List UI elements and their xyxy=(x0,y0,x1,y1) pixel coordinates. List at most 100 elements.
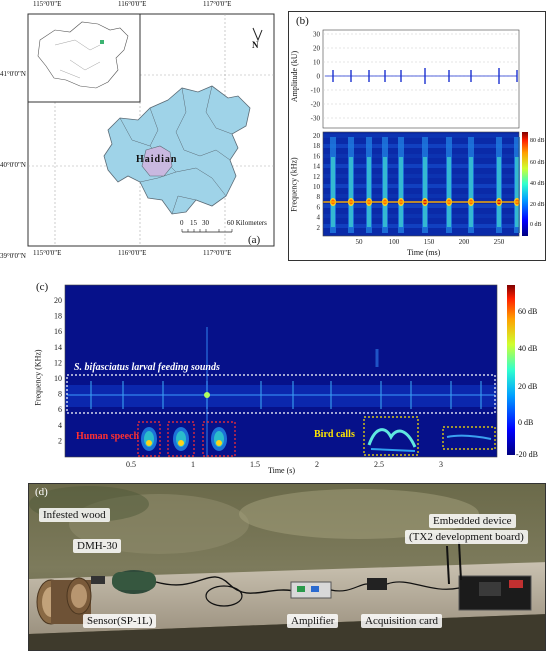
spectrogram-c-ytick: 6 xyxy=(58,405,62,414)
panel-c-xlabel: Time (s) xyxy=(268,466,296,475)
panel-b-xlabel: Time (ms) xyxy=(407,248,441,257)
scale-num-60: 60 Kilometers xyxy=(227,219,267,227)
panel-b-label: (b) xyxy=(296,15,309,27)
cb-c-40: 40 dB xyxy=(518,344,538,353)
north-label: N xyxy=(252,40,259,50)
cb-b-20: 20 dB xyxy=(530,202,545,208)
lat-tick-1: 41°0'0"N xyxy=(0,70,26,78)
lat-tick-2: 40°0'0"N xyxy=(0,161,26,169)
amplifier-device xyxy=(290,581,332,599)
north-arrow-icon xyxy=(252,27,263,42)
spectrogram-c-xtick: 0.5 xyxy=(126,460,136,469)
spectrogram-b-ytick: 20 xyxy=(313,132,321,140)
acquisition-card-device xyxy=(330,578,387,592)
spectrogram-c-ytick: 18 xyxy=(54,312,62,321)
speech-box-3 xyxy=(202,421,236,457)
spectrogram-b-xtick: 50 xyxy=(356,238,364,246)
waveform-ytick: 30 xyxy=(313,31,321,39)
spectrogram-b-ytick: 14 xyxy=(313,163,321,171)
scale-bar xyxy=(181,229,233,233)
speech-box-2 xyxy=(167,421,195,457)
sensor-device xyxy=(112,570,156,594)
spectrogram-c-ytick: 20 xyxy=(54,296,62,305)
waveform-ytick: -30 xyxy=(311,115,321,123)
spectrogram-b-xtick: 250 xyxy=(494,238,505,246)
cb-c-0: 0 dB xyxy=(518,418,534,427)
panel-b: (b) 30 20 10 0 -10 -20 -30 20 18 16 14 12 10 8 6 4 2 50… xyxy=(288,11,546,261)
spectrogram-c-ytick: 14 xyxy=(54,343,62,352)
haidian-label: Haidian xyxy=(136,154,178,165)
lon-tick-2: 116°0'0"E xyxy=(118,0,147,8)
spectrogram-c-xtick: 1.5 xyxy=(250,460,260,469)
spectrogram-b-yticks: 20 18 16 14 12 10 8 6 4 2 xyxy=(313,132,321,232)
infested-wood-label: Infested wood xyxy=(39,508,110,522)
lon-tick-bottom-2: 116°0'0"E xyxy=(118,249,147,257)
embedded-board-device xyxy=(386,541,532,611)
bird-calls-label: Bird calls xyxy=(314,429,355,440)
lat-tick-3: 39°0'0"N xyxy=(0,252,26,260)
spectrogram-c-xtick: 1 xyxy=(191,460,195,469)
spectrogram-c-xtick: 2.5 xyxy=(374,460,384,469)
waveform-ytick: 0 xyxy=(317,73,321,81)
panel-a-label: (a) xyxy=(248,234,261,246)
feeding-box xyxy=(66,374,496,414)
cb-c-m20: -20 dB xyxy=(516,450,538,459)
spectrogram-c-ytick: 16 xyxy=(54,327,62,336)
panel-c-svg: 20 18 16 14 12 10 8 6 4 2 0.5 1 1.5 2 2.5 3 xyxy=(54,284,515,469)
embedded-label-1: Embedded device xyxy=(429,514,516,528)
scale-num-0: 0 xyxy=(180,219,184,227)
spectrogram-c-xtick: 2 xyxy=(315,460,319,469)
lon-tick-3: 117°0'0"E xyxy=(203,0,232,8)
spectrogram-b-xticks: 50 100 150 200 250 xyxy=(356,238,505,246)
cb-b-80: 80 dB xyxy=(530,138,545,144)
colorbar-c xyxy=(507,285,515,455)
spectrogram-c-xtick: 3 xyxy=(439,460,443,469)
spectrogram-b-xtick: 100 xyxy=(389,238,400,246)
waveform-ylabel: Amplitude (kU) xyxy=(290,50,300,103)
lon-tick-bottom-3: 117°0'0"E xyxy=(203,249,232,257)
sensor-label: Sensor(SP-1L) xyxy=(83,614,157,628)
scale-num-15: 15 xyxy=(190,219,197,227)
waveform-trace xyxy=(325,68,518,84)
panel-c-ylabel: Frequency (KHz) xyxy=(33,349,43,406)
spectrogram-c-ytick: 2 xyxy=(58,436,62,445)
waveform-ytick: -20 xyxy=(311,101,321,109)
lon-tick-bottom-1: 115°0'0"E xyxy=(33,249,62,257)
spectrogram-b-ytick: 18 xyxy=(313,142,321,150)
spectrogram-b-ytick: 8 xyxy=(317,193,321,201)
spectrogram-b-ytick: 2 xyxy=(317,224,321,232)
lon-tick-1: 115°0'0"E xyxy=(33,0,62,8)
spectrogram-c-xticks: 0.5 1 1.5 2 2.5 3 xyxy=(126,460,443,469)
map-svg xyxy=(27,13,275,247)
spectrogram-b-ytick: 6 xyxy=(317,203,321,211)
panel-c-label: (c) xyxy=(36,281,49,293)
panel-d-photo: Infested wood DMH-30 Sensor(SP-1L) Ampli… xyxy=(28,483,546,651)
bird-box-1 xyxy=(363,416,419,456)
spectrogram-b-ytick: 16 xyxy=(313,152,321,160)
dmh-device xyxy=(91,576,105,584)
scale-num-30: 30 xyxy=(202,219,209,227)
embedded-label-2: (TX2 development board) xyxy=(405,530,528,544)
acquisition-label: Acquisition card xyxy=(361,614,443,628)
amplifier-label: Amplifier xyxy=(287,614,339,628)
cb-b-40: 40 dB xyxy=(530,181,545,187)
feeding-sounds-label: S. bifasciatus larval feeding sounds xyxy=(74,362,220,373)
waveform-yticks: 30 20 10 0 -10 -20 -30 xyxy=(311,31,321,123)
cb-c-60: 60 dB xyxy=(518,307,538,316)
spectrogram-b-ylabel: Frequency (kHz) xyxy=(289,157,299,212)
spectrogram-c-ytick: 12 xyxy=(54,358,62,367)
bird-box-2 xyxy=(442,426,496,450)
spectrogram-b-ytick: 10 xyxy=(313,183,321,191)
colorbar-b xyxy=(522,132,528,236)
spectrogram-c-ytick: 4 xyxy=(58,421,62,430)
spectrogram-b-xtick: 200 xyxy=(459,238,470,246)
spectrogram-b xyxy=(322,131,520,237)
spectrogram-b-ytick: 4 xyxy=(317,214,321,222)
spectrogram-c-yticks: 20 18 16 14 12 10 8 6 4 2 xyxy=(54,296,62,445)
waveform-ytick: 10 xyxy=(313,59,321,67)
cb-c-20: 20 dB xyxy=(518,382,538,391)
waveform-ytick: 20 xyxy=(313,45,321,53)
cb-b-60: 60 dB xyxy=(530,160,545,166)
panel-c: (c) 20 18 16 14 12 10 8 6 4 2 0.5 1 1.5 2 2.5 3 Freque… xyxy=(31,277,546,477)
